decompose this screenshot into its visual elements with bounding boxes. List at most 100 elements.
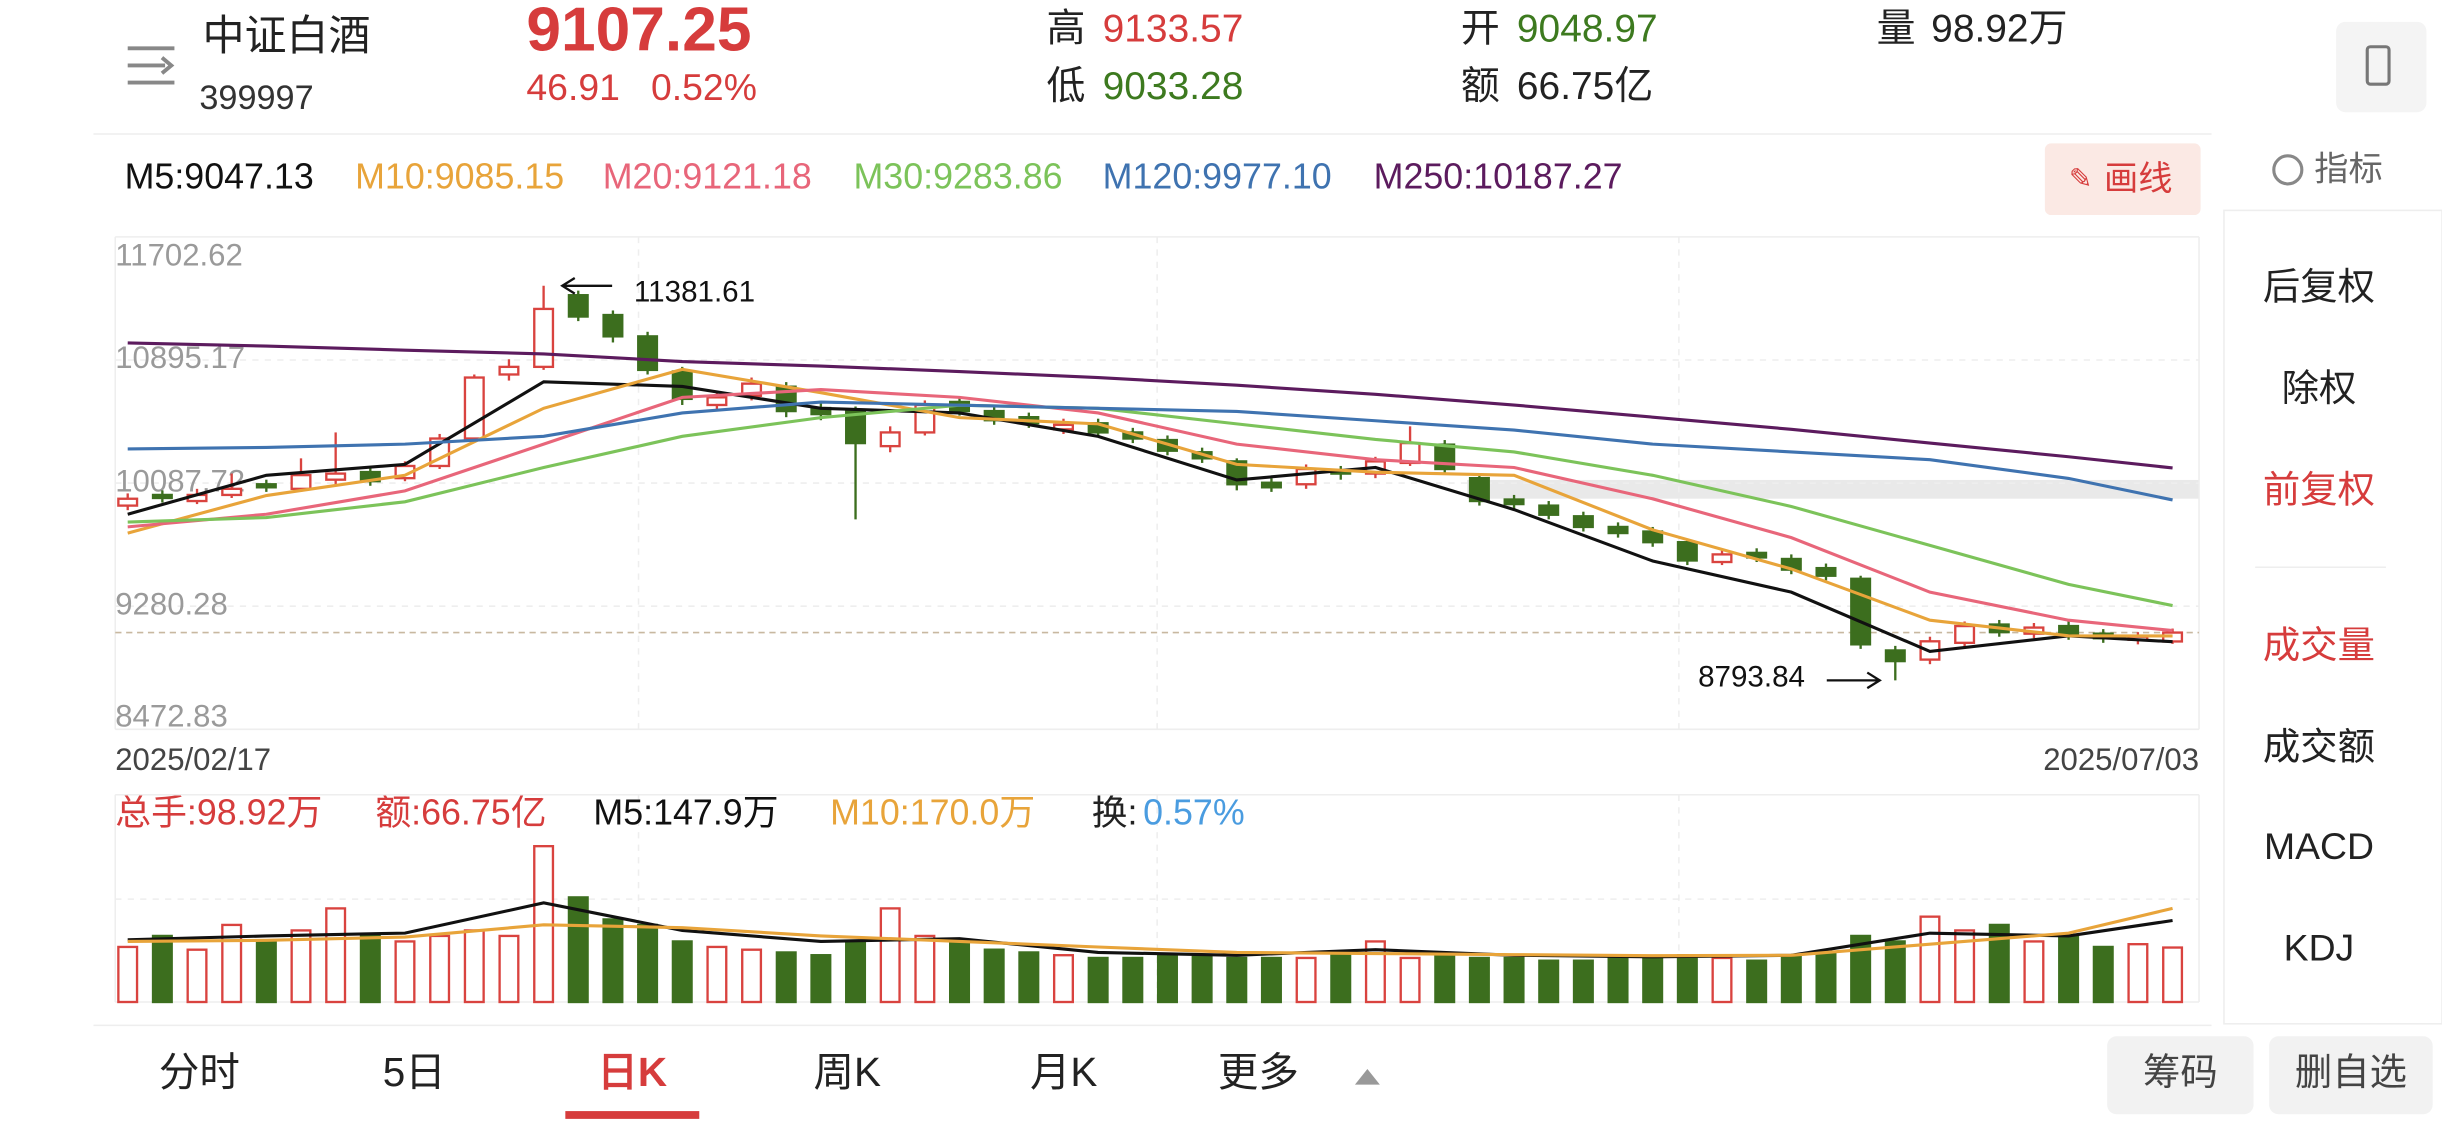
date-end: 2025/07/03 [2043,742,2199,777]
draw-button-label[interactable]: 画线 [2104,160,2173,198]
header-price: 9107.25 [526,0,751,65]
tab[interactable]: 更多 [1218,1049,1299,1095]
candle-body [1572,515,1594,529]
volume-bar [1607,956,1629,1004]
volume-bar [1884,940,1906,1004]
candle-body [879,431,901,448]
volume-bar [1191,954,1213,1004]
header-amount: 66.75亿 [1517,65,1653,108]
candle-body [463,376,485,440]
side-menu-item[interactable]: 后复权 [2263,266,2375,308]
header-change-pct: 0.52% [651,66,757,108]
volume-bar [1746,959,1768,1004]
volume-ma-line [127,901,2173,959]
candle-body [221,487,243,497]
volume-bar [2092,945,2114,1004]
volume-bar [567,896,589,1004]
candle-body [498,365,520,376]
tab-underline [565,1111,700,1119]
volume-bar [775,951,797,1004]
volume-bar [1295,956,1317,1004]
volume-bar [325,907,347,1004]
tab[interactable]: 日K [597,1049,667,1095]
device-toggle[interactable] [2336,21,2427,113]
volume-bar [1364,940,1386,1004]
volume-bar [1954,929,1976,1004]
volume-bar [706,945,728,1004]
tab[interactable]: 5日 [383,1049,446,1095]
indicator-button[interactable]: 指标 [2314,150,2383,188]
volume-bar [810,954,832,1004]
header-volume-label: 量 [1877,7,1916,50]
ma-line [127,380,2173,653]
volume-info: 额:66.75亿 [375,792,546,832]
draw-button[interactable] [2044,143,2201,216]
button-bg[interactable] [2107,1036,2254,1115]
tab[interactable]: 分时 [159,1049,240,1095]
side-menu-item[interactable]: 前复权 [2263,468,2375,510]
candle-body [1676,541,1698,562]
volume-bar [1052,954,1075,1004]
device-icon [2365,45,2391,86]
volume-bar [117,945,139,1004]
header-open-label: 开 [1461,7,1500,50]
candle-body [602,313,624,338]
volume-bar [1468,956,1490,1004]
candle-body [1850,577,1872,646]
volume-bar [221,923,243,1004]
header-name: 中证白酒 [202,12,370,59]
ma-line [127,388,2173,633]
volume-bar [1260,956,1282,1004]
volume-bar [463,929,485,1004]
arrow [1826,671,1882,690]
candle-body [290,473,312,491]
volume-ma-legend: M10:170.0万 [830,792,1035,832]
volume-bar [1538,959,1560,1004]
volume-bar [394,940,416,1004]
tab[interactable]: 周K [813,1049,880,1095]
candle-body [1884,649,1906,663]
volume-bar [151,934,173,1004]
side-menu-item[interactable]: 成交额 [2263,725,2375,767]
volume-bar [1330,954,1352,1004]
arrow [560,277,613,295]
side-menu-item[interactable]: 除权 [2282,367,2357,409]
volume-bar [186,948,208,1004]
range-band [1467,479,2200,499]
volume-bar [1503,956,1525,1004]
menu-icon[interactable] [127,46,175,85]
candle-body [1503,498,1525,506]
candle-body [1642,530,1664,544]
volume-bar [602,918,624,1004]
pencil-icon: ✎ [2069,163,2092,194]
candle-body [151,493,173,500]
ma-line [127,341,2173,470]
volume-bar [671,940,693,1004]
volume-bar [1122,956,1144,1004]
volume-bar [429,934,451,1004]
volume-bar [1815,951,1837,1004]
candle-body [255,483,277,489]
volume-bar [1399,956,1421,1004]
button[interactable]: 删自选 [2295,1051,2407,1093]
button[interactable]: 筹码 [2143,1051,2218,1093]
button-bg[interactable] [2269,1036,2433,1115]
side-menu [2223,209,2442,1025]
volume-ma-legend: M5:147.9万 [593,792,778,832]
volume-bar [2023,940,2045,1004]
volume-bar [1156,954,1178,1004]
ma-line [127,403,2173,608]
ma-legend: M5:9047.13 [125,157,314,197]
turnover-value: 0.57% [1143,792,1245,832]
side-menu-item[interactable]: KDJ [2284,926,2355,968]
candle-body [325,472,347,481]
volume-bar [359,934,381,1004]
side-menu-item[interactable]: MACD [2264,825,2374,867]
candle-body [1295,467,1317,486]
volume-bar [2058,934,2080,1004]
side-menu-item[interactable]: 成交量 [2263,624,2375,666]
low-annotation: 8793.84 [1698,661,1805,694]
volume-bar [1434,954,1456,1004]
tab[interactable]: 月K [1030,1049,1097,1095]
